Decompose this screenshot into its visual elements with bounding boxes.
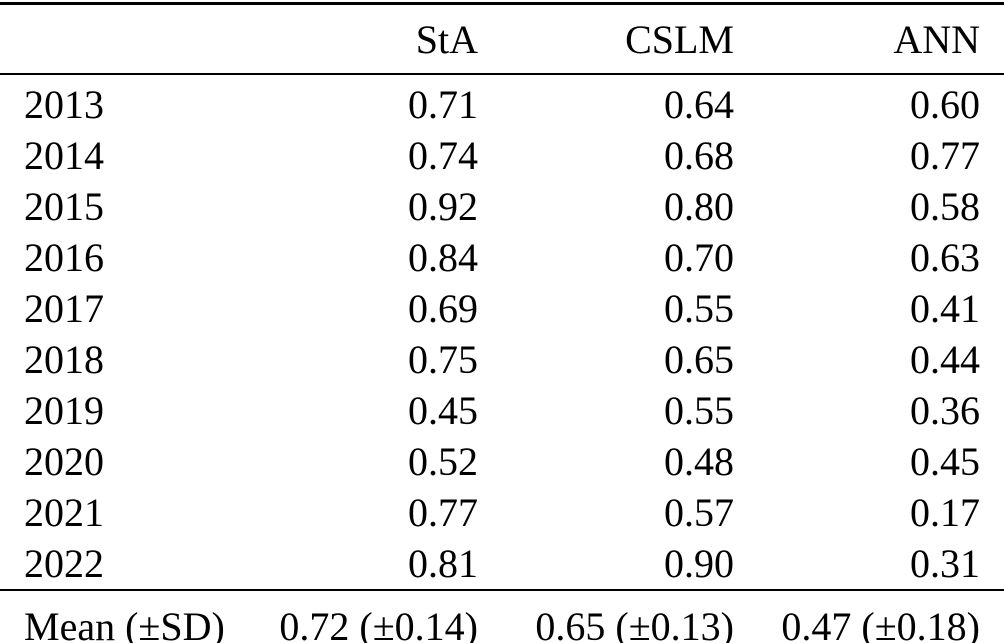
- header-sta: StA: [415, 16, 478, 62]
- ann-value: 0.60: [910, 82, 980, 127]
- cslm-value: 0.64: [664, 82, 734, 127]
- sta-value: 0.69: [408, 286, 478, 331]
- cslm-value: 0.55: [664, 388, 734, 433]
- ann-value: 0.44: [910, 337, 980, 382]
- table-row: 2020 0.52 0.48 0.45: [0, 436, 1004, 487]
- footer-row: Mean (±SD) 0.72 (±0.14) 0.65 (±0.13) 0.4…: [0, 590, 1004, 643]
- year-label: 2015: [24, 184, 104, 229]
- table-row: 2018 0.75 0.65 0.44: [0, 334, 1004, 385]
- table-row: 2017 0.69 0.55 0.41: [0, 283, 1004, 334]
- sta-value: 0.74: [408, 133, 478, 178]
- sta-value: 0.71: [408, 82, 478, 127]
- sta-mean-value: 0.72 (±0.14): [279, 603, 478, 643]
- sta-value: 0.81: [408, 541, 478, 586]
- year-label: 2018: [24, 337, 104, 382]
- table-row: 2013 0.71 0.64 0.60: [0, 74, 1004, 130]
- sta-value: 0.45: [408, 388, 478, 433]
- cslm-value: 0.57: [664, 490, 734, 535]
- year-label: 2020: [24, 439, 104, 484]
- table-row: 2022 0.81 0.90 0.31: [0, 538, 1004, 590]
- cslm-mean-value: 0.65 (±0.13): [535, 603, 734, 643]
- table-body: 2013 0.71 0.64 0.60 2014 0.74 0.68 0.77 …: [0, 74, 1004, 590]
- header-row: StA CSLM ANN: [0, 3, 1004, 75]
- ann-value: 0.17: [910, 490, 980, 535]
- table-row: 2021 0.77 0.57 0.17: [0, 487, 1004, 538]
- ann-value: 0.58: [910, 184, 980, 229]
- year-label: 2021: [24, 490, 104, 535]
- cslm-value: 0.65: [664, 337, 734, 382]
- header-empty: [0, 4, 268, 75]
- year-label: 2013: [24, 82, 104, 127]
- table-row: 2015 0.92 0.80 0.58: [0, 181, 1004, 232]
- sta-value: 0.92: [408, 184, 478, 229]
- ann-value: 0.31: [910, 541, 980, 586]
- sta-value: 0.52: [408, 439, 478, 484]
- ann-value: 0.77: [910, 133, 980, 178]
- cslm-value: 0.70: [664, 235, 734, 280]
- sta-value: 0.84: [408, 235, 478, 280]
- table-row: 2014 0.74 0.68 0.77: [0, 130, 1004, 181]
- table-footer: Mean (±SD) 0.72 (±0.14) 0.65 (±0.13) 0.4…: [0, 590, 1004, 643]
- sta-value: 0.75: [408, 337, 478, 382]
- sta-value: 0.77: [408, 490, 478, 535]
- ann-value: 0.45: [910, 439, 980, 484]
- ann-value: 0.63: [910, 235, 980, 280]
- cslm-value: 0.80: [664, 184, 734, 229]
- table-header: StA CSLM ANN: [0, 3, 1004, 75]
- table-row: 2016 0.84 0.70 0.63: [0, 232, 1004, 283]
- header-ann: ANN: [893, 16, 980, 62]
- ann-value: 0.41: [910, 286, 980, 331]
- ann-mean-value: 0.47 (±0.18): [781, 603, 980, 643]
- year-label: 2019: [24, 388, 104, 433]
- year-label: 2016: [24, 235, 104, 280]
- cslm-value: 0.68: [664, 133, 734, 178]
- mean-sd-label: Mean (±SD): [24, 603, 225, 643]
- cslm-value: 0.55: [664, 286, 734, 331]
- cslm-value: 0.90: [664, 541, 734, 586]
- table-row: 2019 0.45 0.55 0.36: [0, 385, 1004, 436]
- header-cslm: CSLM: [625, 16, 734, 62]
- year-label: 2014: [24, 133, 104, 178]
- cslm-value: 0.48: [664, 439, 734, 484]
- year-label: 2022: [24, 541, 104, 586]
- year-label: 2017: [24, 286, 104, 331]
- ann-value: 0.36: [910, 388, 980, 433]
